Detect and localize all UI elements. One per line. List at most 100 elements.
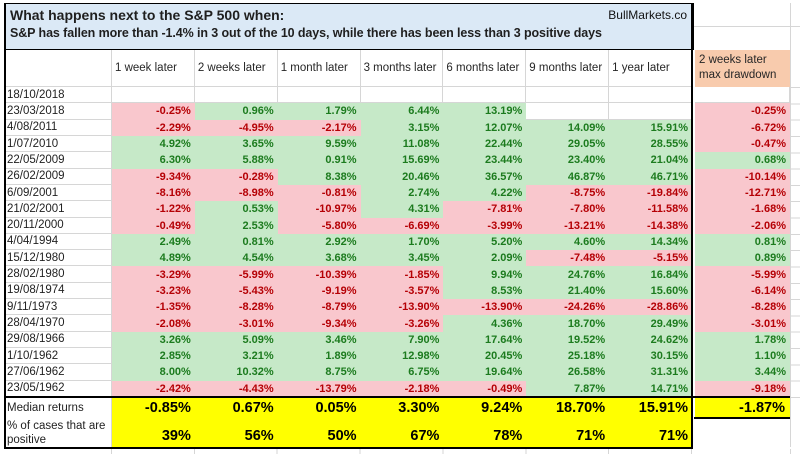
- percent-positive-cell[interactable]: 71%: [609, 418, 692, 447]
- percent-positive-cell[interactable]: 71%: [526, 418, 610, 447]
- drawdown-cell[interactable]: -6.14%: [695, 282, 790, 300]
- drawdown-cell[interactable]: -3.01%: [695, 315, 790, 332]
- value-cell[interactable]: -5.15%: [609, 250, 692, 267]
- value-cell[interactable]: 14.34%: [609, 233, 692, 251]
- drawdown-cell[interactable]: 0.81%: [695, 233, 790, 251]
- value-cell[interactable]: -1.85%: [360, 266, 444, 283]
- value-cell[interactable]: 30.15%: [609, 348, 692, 365]
- drawdown-cell[interactable]: -0.47%: [695, 135, 790, 153]
- value-cell[interactable]: 4.54%: [194, 250, 278, 267]
- drawdown-median-cell[interactable]: -1.87%: [695, 398, 790, 417]
- value-cell[interactable]: [609, 103, 692, 120]
- column-header[interactable]: 9 months later: [526, 50, 610, 87]
- value-cell[interactable]: -4.43%: [194, 380, 278, 397]
- date-cell[interactable]: 20/11/2000: [4, 217, 112, 234]
- column-header[interactable]: 1 month later: [277, 50, 361, 87]
- drawdown-header-cell[interactable]: 2 weeks later max drawdown: [695, 50, 790, 87]
- median-cell[interactable]: 0.67%: [194, 398, 278, 418]
- value-cell[interactable]: 0.53%: [194, 201, 278, 218]
- value-cell[interactable]: 1.79%: [277, 103, 361, 120]
- date-cell[interactable]: 23/03/2018: [4, 103, 112, 120]
- value-cell[interactable]: 3.15%: [360, 119, 444, 136]
- value-cell[interactable]: 29.49%: [609, 315, 692, 332]
- value-cell[interactable]: -3.23%: [112, 282, 195, 300]
- date-cell[interactable]: 21/02/2001: [4, 201, 112, 218]
- value-cell[interactable]: [609, 87, 692, 104]
- value-cell[interactable]: 8.53%: [443, 282, 527, 300]
- value-cell[interactable]: 20.46%: [360, 168, 444, 185]
- value-cell[interactable]: 24.76%: [526, 266, 610, 283]
- date-cell[interactable]: 29/08/1966: [4, 331, 112, 348]
- drawdown-cell[interactable]: -9.18%: [695, 380, 790, 397]
- date-cell[interactable]: 1/10/1962: [4, 348, 112, 365]
- column-header[interactable]: 1 year later: [609, 50, 692, 87]
- value-cell[interactable]: 3.46%: [277, 331, 361, 348]
- value-cell[interactable]: 15.69%: [360, 152, 444, 169]
- median-cell[interactable]: 0.05%: [277, 398, 361, 418]
- value-cell[interactable]: [526, 87, 610, 104]
- date-cell[interactable]: 23/05/1962: [4, 380, 112, 397]
- drawdown-cell[interactable]: 1.10%: [695, 348, 790, 365]
- date-cell[interactable]: 4/08/2011: [4, 119, 112, 136]
- value-cell[interactable]: 16.84%: [609, 266, 692, 283]
- drawdown-cell[interactable]: -2.06%: [695, 217, 790, 234]
- percent-positive-cell[interactable]: 78%: [443, 418, 527, 447]
- value-cell[interactable]: 9.94%: [443, 266, 527, 283]
- value-cell[interactable]: 3.68%: [277, 250, 361, 267]
- value-cell[interactable]: 21.04%: [609, 152, 692, 169]
- value-cell[interactable]: 25.18%: [526, 348, 610, 365]
- value-cell[interactable]: 4.89%: [112, 250, 195, 267]
- value-cell[interactable]: 2.53%: [194, 217, 278, 234]
- value-cell[interactable]: 4.22%: [443, 184, 527, 202]
- value-cell[interactable]: [443, 87, 527, 104]
- value-cell[interactable]: 6.30%: [112, 152, 195, 169]
- drawdown-cell[interactable]: -8.28%: [695, 299, 790, 316]
- median-cell[interactable]: 3.30%: [360, 398, 444, 418]
- percent-positive-label[interactable]: % of cases that are positive: [4, 418, 112, 447]
- value-cell[interactable]: 46.87%: [526, 168, 610, 185]
- value-cell[interactable]: -8.75%: [526, 184, 610, 202]
- value-cell[interactable]: 6.75%: [360, 364, 444, 381]
- value-cell[interactable]: -13.90%: [360, 299, 444, 316]
- value-cell[interactable]: -24.26%: [526, 299, 610, 316]
- value-cell[interactable]: 14.71%: [609, 380, 692, 397]
- value-cell[interactable]: -3.29%: [112, 266, 195, 283]
- value-cell[interactable]: 3.45%: [360, 250, 444, 267]
- value-cell[interactable]: -2.42%: [112, 380, 195, 397]
- drawdown-cell[interactable]: -10.14%: [695, 168, 790, 185]
- drawdown-cell[interactable]: 3.44%: [695, 364, 790, 381]
- value-cell[interactable]: 15.60%: [609, 282, 692, 300]
- value-cell[interactable]: 17.64%: [443, 331, 527, 348]
- value-cell[interactable]: -9.19%: [277, 282, 361, 300]
- date-cell[interactable]: 22/05/2009: [4, 152, 112, 169]
- drawdown-cell[interactable]: 0.68%: [695, 152, 790, 169]
- percent-positive-cell[interactable]: 67%: [360, 418, 444, 447]
- value-cell[interactable]: -7.80%: [526, 201, 610, 218]
- value-cell[interactable]: -14.38%: [609, 217, 692, 234]
- value-cell[interactable]: -0.49%: [112, 217, 195, 234]
- value-cell[interactable]: -0.81%: [277, 184, 361, 202]
- value-cell[interactable]: [277, 87, 361, 104]
- value-cell[interactable]: -3.57%: [360, 282, 444, 300]
- drawdown-cell[interactable]: -0.25%: [695, 103, 790, 120]
- value-cell[interactable]: 2.92%: [277, 233, 361, 251]
- value-cell[interactable]: 15.91%: [609, 119, 692, 136]
- value-cell[interactable]: -8.28%: [194, 299, 278, 316]
- corner-cell[interactable]: [4, 50, 112, 87]
- value-cell[interactable]: -28.86%: [609, 299, 692, 316]
- value-cell[interactable]: -1.22%: [112, 201, 195, 218]
- date-cell[interactable]: 27/06/1962: [4, 364, 112, 381]
- value-cell[interactable]: -13.21%: [526, 217, 610, 234]
- value-cell[interactable]: -2.08%: [112, 315, 195, 332]
- value-cell[interactable]: 23.44%: [443, 152, 527, 169]
- date-cell[interactable]: 28/02/1980: [4, 266, 112, 283]
- value-cell[interactable]: [112, 87, 195, 104]
- value-cell[interactable]: 29.05%: [526, 135, 610, 153]
- value-cell[interactable]: 24.62%: [609, 331, 692, 348]
- value-cell[interactable]: 26.58%: [526, 364, 610, 381]
- value-cell[interactable]: -6.69%: [360, 217, 444, 234]
- value-cell[interactable]: -5.43%: [194, 282, 278, 300]
- value-cell[interactable]: -2.17%: [277, 119, 361, 136]
- value-cell[interactable]: 5.88%: [194, 152, 278, 169]
- value-cell[interactable]: 2.49%: [112, 233, 195, 251]
